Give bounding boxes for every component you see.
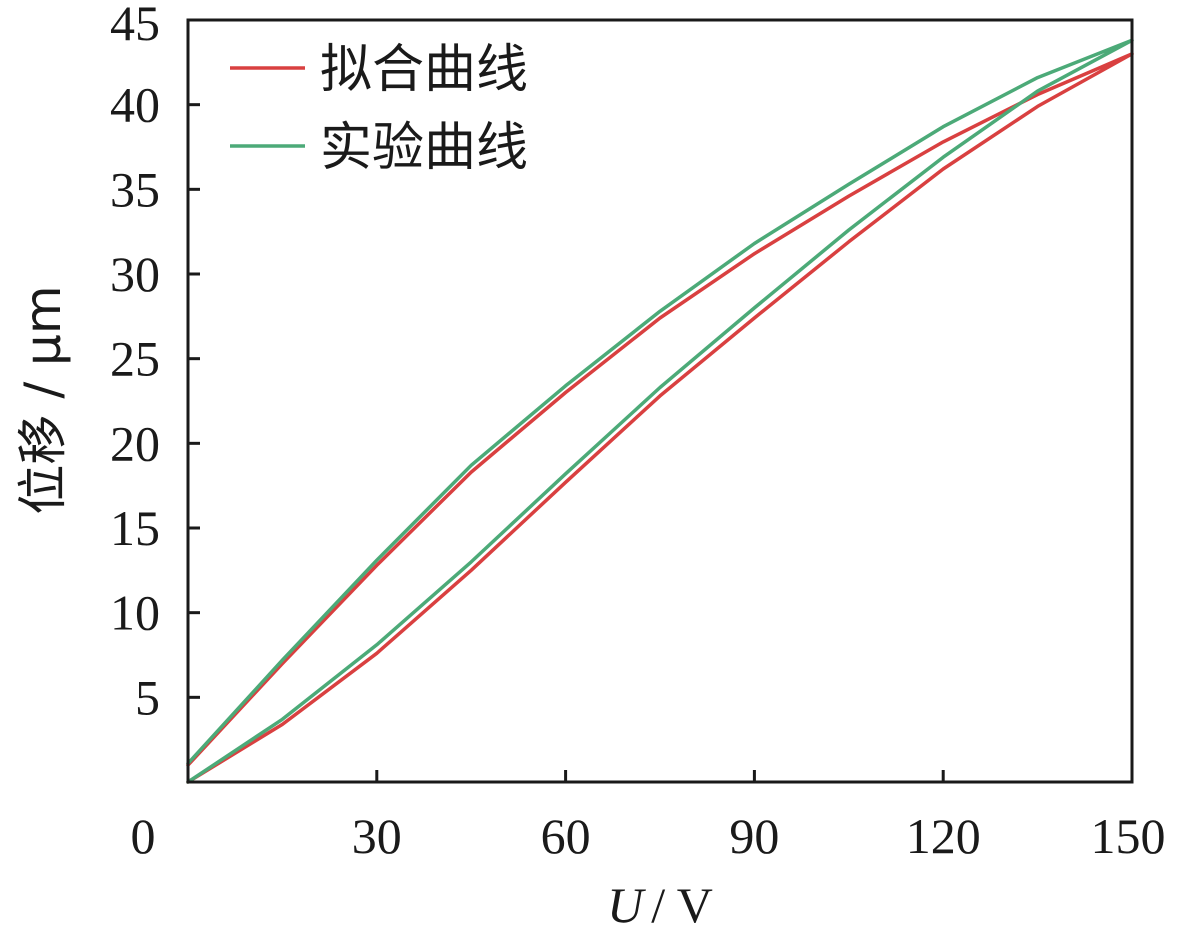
x-tick-label: 0 xyxy=(131,808,156,864)
y-tick-label: 5 xyxy=(135,669,160,725)
tick-layer: 0 30 60 90 120 150 5 10 15 20 25 30 35 40 45 xyxy=(110,0,1166,864)
x-axis-variable: U xyxy=(607,877,646,929)
y-tick-label: 45 xyxy=(110,0,160,51)
legend-label-2: 实验曲线 xyxy=(320,118,528,178)
x-tick-label: 150 xyxy=(1091,808,1166,864)
y-tick-label: 20 xyxy=(110,415,160,471)
legend-label-1: 拟合曲线 xyxy=(320,40,528,100)
x-axis-title: U / V xyxy=(607,877,713,929)
y-tick-label: 40 xyxy=(110,77,160,133)
y-tick-label: 30 xyxy=(110,246,160,302)
y-axis-title: 位移 / μm xyxy=(14,285,72,514)
x-tick-label: 30 xyxy=(352,808,402,864)
plot-frame xyxy=(186,18,1134,784)
y-tick-label: 15 xyxy=(110,500,160,556)
x-tick-label: 120 xyxy=(906,808,981,864)
x-tick-label: 60 xyxy=(541,808,591,864)
y-tick-label: 25 xyxy=(110,331,160,387)
y-tick-label: 10 xyxy=(110,585,160,641)
x-axis-unit: / V xyxy=(651,877,713,929)
x-tick-label: 90 xyxy=(729,808,779,864)
y-tick-label: 35 xyxy=(110,161,160,217)
